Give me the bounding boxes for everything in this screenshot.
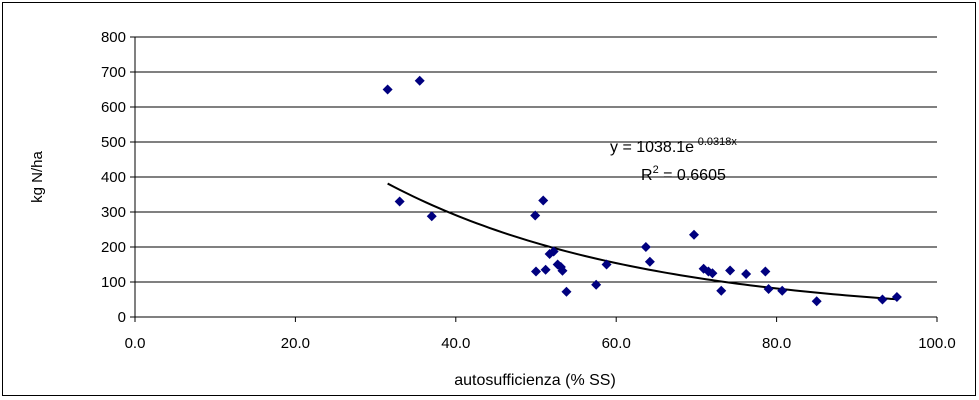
data-point (530, 210, 541, 221)
y-tick-label: 300 (101, 204, 126, 221)
y-tick-label: 600 (101, 99, 126, 116)
data-point (601, 259, 612, 270)
data-point (644, 256, 655, 267)
data-point (877, 294, 888, 305)
data-point (382, 84, 393, 95)
x-tick-label: 80.0 (762, 335, 791, 352)
x-tick-label: 0.0 (125, 335, 146, 352)
x-tick-label: 20.0 (281, 335, 310, 352)
y-tick-label: 400 (101, 169, 126, 186)
data-point (538, 195, 549, 206)
data-point (394, 196, 405, 207)
y-tick-label: 700 (101, 64, 126, 81)
gridlines (135, 36, 937, 283)
data-point (640, 242, 651, 252)
data-point (426, 211, 437, 222)
data-point (548, 246, 559, 257)
data-point (707, 268, 718, 279)
axes (130, 36, 938, 322)
data-point (891, 292, 902, 303)
y-axis-label: kg N/ha (29, 150, 46, 202)
data-point (716, 285, 727, 296)
y-tick-label: 200 (101, 239, 126, 256)
data-point (414, 75, 425, 86)
y-tick-label: 100 (101, 274, 126, 291)
data-point (777, 285, 788, 296)
data-point (531, 266, 541, 277)
x-tick-label: 40.0 (441, 335, 470, 352)
data-point (591, 279, 602, 290)
data-point (763, 284, 774, 294)
data-point (688, 229, 699, 240)
y-tick-label: 500 (101, 134, 126, 151)
trendline-equation: y = 1038.1e-0.0318x (610, 136, 737, 156)
data-point (741, 268, 752, 279)
data-point (561, 286, 572, 297)
data-point (811, 296, 822, 307)
tick-labels: 0 100 200 300 400 500 600 700 800 0.0 20.0 40.0 60.0… (101, 29, 956, 352)
data-point (725, 265, 736, 276)
r-squared: R2 = 0.6605 (641, 164, 726, 184)
y-tick-label: 800 (101, 29, 126, 46)
y-tick-label: 0 (118, 309, 126, 326)
chart-frame (2, 2, 976, 396)
data-point (557, 265, 568, 276)
x-tick-label: 100.0 (918, 335, 956, 352)
x-tick-label: 60.0 (602, 335, 631, 352)
data-points (382, 75, 902, 307)
data-point (760, 266, 771, 277)
data-point (540, 264, 551, 275)
x-axis-label: autosufficienza (% SS) (454, 372, 616, 389)
trendline (387, 182, 897, 301)
